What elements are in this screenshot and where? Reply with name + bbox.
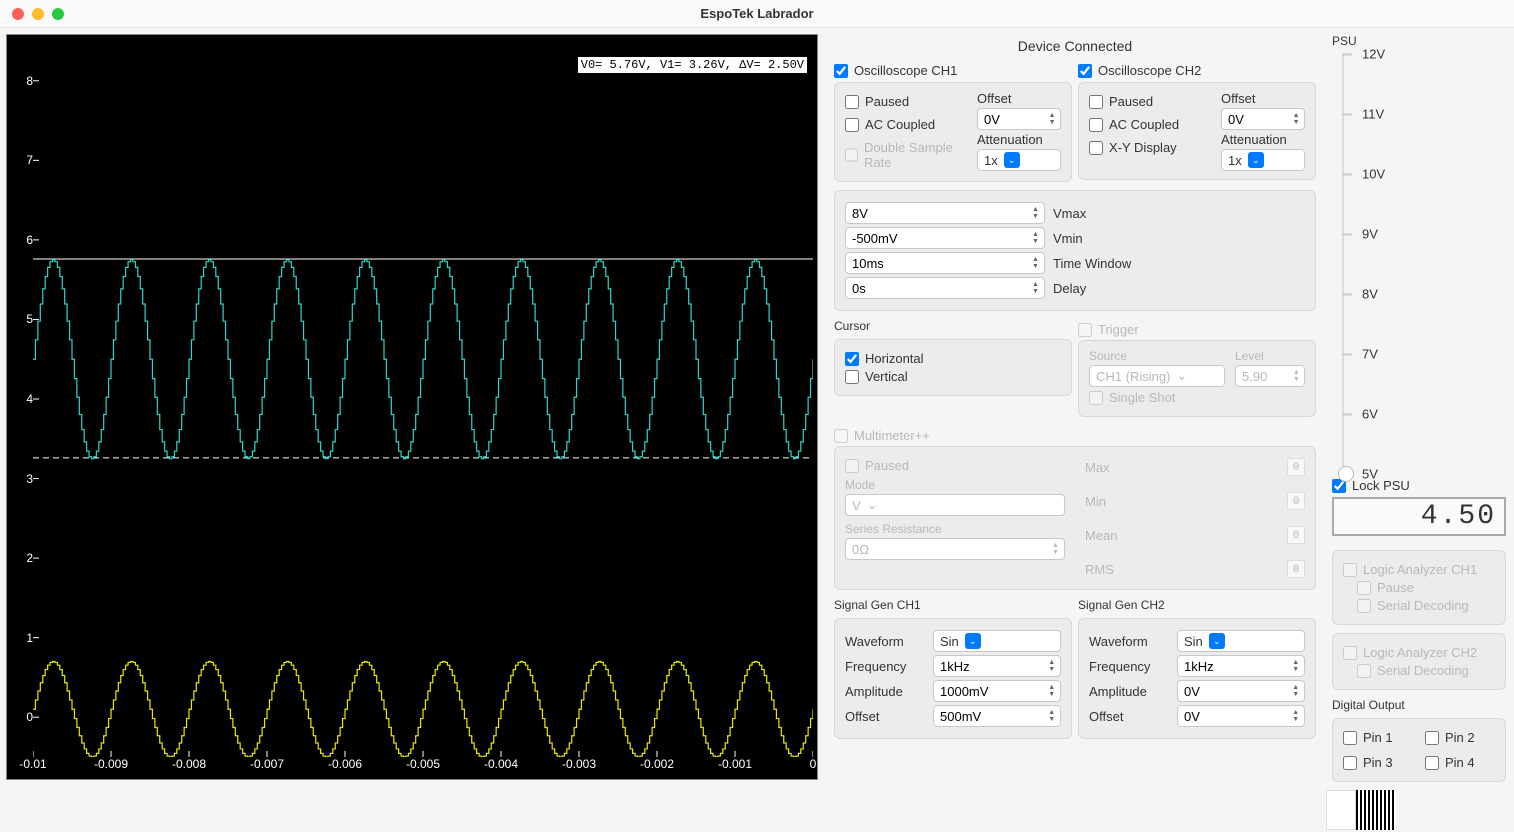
sg2-freq-spin[interactable]: ▲▼ xyxy=(1177,655,1305,677)
ch2-atten-select[interactable]: 1x⌄ xyxy=(1221,149,1305,171)
ch2-ac-checkbox[interactable] xyxy=(1089,118,1103,132)
trigger-enable-checkbox xyxy=(1078,323,1092,337)
oscilloscope-plot[interactable]: V0= 5.76V, V1= 3.26V, ΔV= 2.50V 87654321… xyxy=(6,34,818,780)
ch2-xy-checkbox[interactable] xyxy=(1089,141,1103,155)
sg2-off-spin[interactable]: ▲▼ xyxy=(1177,705,1305,727)
timewindow-spin[interactable]: ▲▼ xyxy=(845,252,1045,274)
waveform-canvas xyxy=(33,41,813,757)
sg1-freq-spin[interactable]: ▲▼ xyxy=(933,655,1061,677)
device-status: Device Connected xyxy=(834,38,1316,54)
ch1-enable-checkbox[interactable] xyxy=(834,64,848,78)
trigger-level-spin: ▲▼ xyxy=(1235,365,1305,387)
psu-slider[interactable]: 12V11V10V9V8V7V6V5V xyxy=(1342,54,1506,474)
psu-lcd: 4.50 xyxy=(1332,497,1506,536)
la1-enable-checkbox xyxy=(1343,563,1357,577)
trigger-single-checkbox xyxy=(1089,391,1103,405)
pin2-checkbox[interactable] xyxy=(1425,731,1439,745)
pin3-checkbox[interactable] xyxy=(1343,756,1357,770)
pin4-checkbox[interactable] xyxy=(1425,756,1439,770)
sg1-amp-spin[interactable]: ▲▼ xyxy=(933,680,1061,702)
ch1-atten-select[interactable]: 1x⌄ xyxy=(977,149,1061,171)
ch1-dsr-checkbox xyxy=(845,148,858,162)
digital-out-display xyxy=(1356,790,1396,830)
ch1-ac-checkbox[interactable] xyxy=(845,118,859,132)
trigger-source-select: CH1 (Rising)⌄ xyxy=(1089,365,1225,387)
vmax-spin[interactable]: ▲▼ xyxy=(845,202,1045,224)
sg2-waveform-select[interactable]: Sin⌄ xyxy=(1177,630,1305,652)
mm-mean-display: 0 xyxy=(1287,526,1305,544)
delay-spin[interactable]: ▲▼ xyxy=(845,277,1045,299)
titlebar: EspoTek Labrador xyxy=(0,0,1514,28)
pin1-checkbox[interactable] xyxy=(1343,731,1357,745)
mm-enable-checkbox xyxy=(834,429,848,443)
cursor-horiz-checkbox[interactable] xyxy=(845,352,859,366)
mm-max-display: 0 xyxy=(1287,458,1305,476)
sg2-amp-spin[interactable]: ▲▼ xyxy=(1177,680,1305,702)
vmin-spin[interactable]: ▲▼ xyxy=(845,227,1045,249)
ch2-title: Oscilloscope CH2 xyxy=(1098,63,1201,78)
ch2-enable-checkbox[interactable] xyxy=(1078,64,1092,78)
ch1-title: Oscilloscope CH1 xyxy=(854,63,957,78)
ch2-paused-checkbox[interactable] xyxy=(1089,95,1103,109)
mm-mode-select: V⌄ xyxy=(845,494,1065,516)
sg1-off-spin[interactable]: ▲▼ xyxy=(933,705,1061,727)
ch1-offset-spin[interactable]: ▲▼ xyxy=(977,108,1061,130)
window-title: EspoTek Labrador xyxy=(0,6,1514,21)
sg1-waveform-select[interactable]: Sin⌄ xyxy=(933,630,1061,652)
mm-rms-display: 0 xyxy=(1287,560,1305,578)
mm-sr-spin: ▲▼ xyxy=(845,538,1065,560)
mm-min-display: 0 xyxy=(1287,492,1305,510)
cursor-vert-checkbox[interactable] xyxy=(845,370,859,384)
ch1-paused-checkbox[interactable] xyxy=(845,95,859,109)
la2-enable-checkbox xyxy=(1343,646,1357,660)
ch2-offset-spin[interactable]: ▲▼ xyxy=(1221,108,1305,130)
